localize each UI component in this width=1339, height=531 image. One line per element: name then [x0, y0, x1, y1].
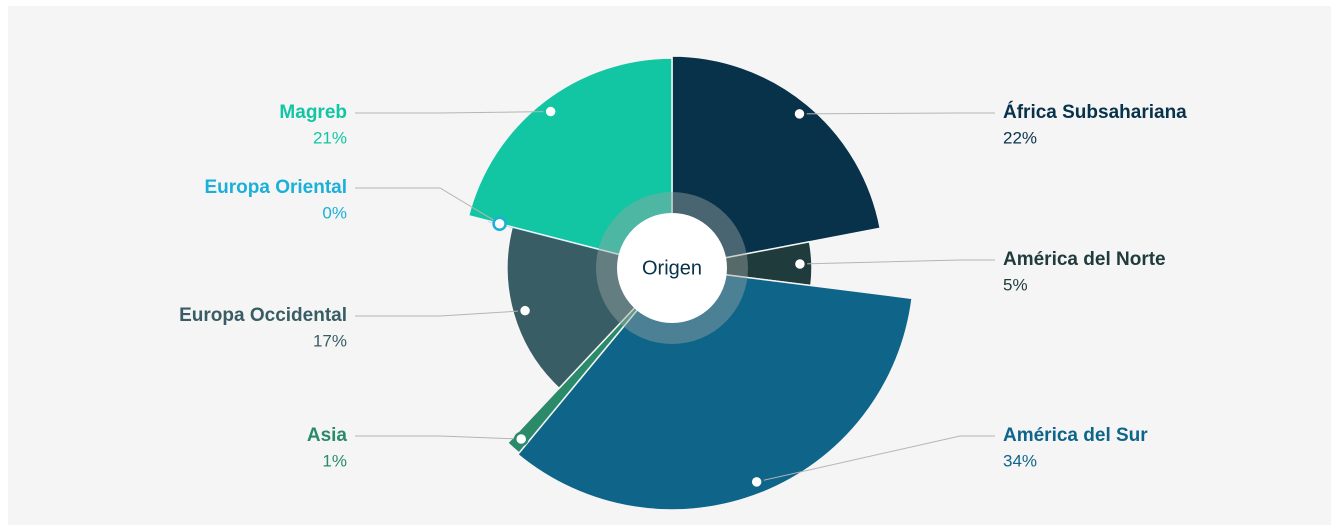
slice — [516, 267, 913, 511]
leader-dot — [517, 303, 533, 318]
leader-dot — [792, 256, 808, 272]
leader-dot — [513, 431, 529, 447]
leader-line — [355, 111, 551, 114]
labels: África Subsahariana 22% América del Norte 5… — [179, 101, 1187, 490]
leader-dot — [492, 216, 507, 231]
value-label: 1% — [322, 451, 347, 470]
center-label: Origen — [642, 257, 702, 279]
category-label: América del Sur — [1003, 425, 1148, 446]
value-label: 5% — [1003, 275, 1028, 294]
leader-line — [799, 112, 995, 115]
category-label: Europa Oriental — [204, 177, 347, 198]
slice — [467, 57, 673, 269]
value-label: 22% — [1003, 128, 1037, 147]
category-label: América del Norte — [1003, 249, 1166, 270]
value-label: 17% — [313, 331, 347, 350]
leader-dot — [543, 104, 558, 119]
leader-line — [355, 310, 526, 317]
leader-dot — [749, 474, 764, 490]
category-label: África Subsahariana — [1003, 101, 1187, 123]
slice — [671, 55, 882, 269]
category-label: Europa Occidental — [179, 305, 347, 326]
category-label: Magreb — [279, 102, 347, 123]
category-label: Asia — [307, 425, 348, 446]
value-label: 0% — [322, 203, 347, 222]
leader-line — [355, 187, 500, 225]
center-hole — [617, 213, 727, 323]
value-label: 34% — [1003, 451, 1037, 470]
leader-line — [799, 259, 995, 265]
slice — [506, 267, 673, 454]
leader-dot — [792, 106, 807, 122]
leader-line — [756, 435, 995, 483]
leader-line — [355, 435, 522, 440]
value-label: 21% — [313, 128, 347, 147]
